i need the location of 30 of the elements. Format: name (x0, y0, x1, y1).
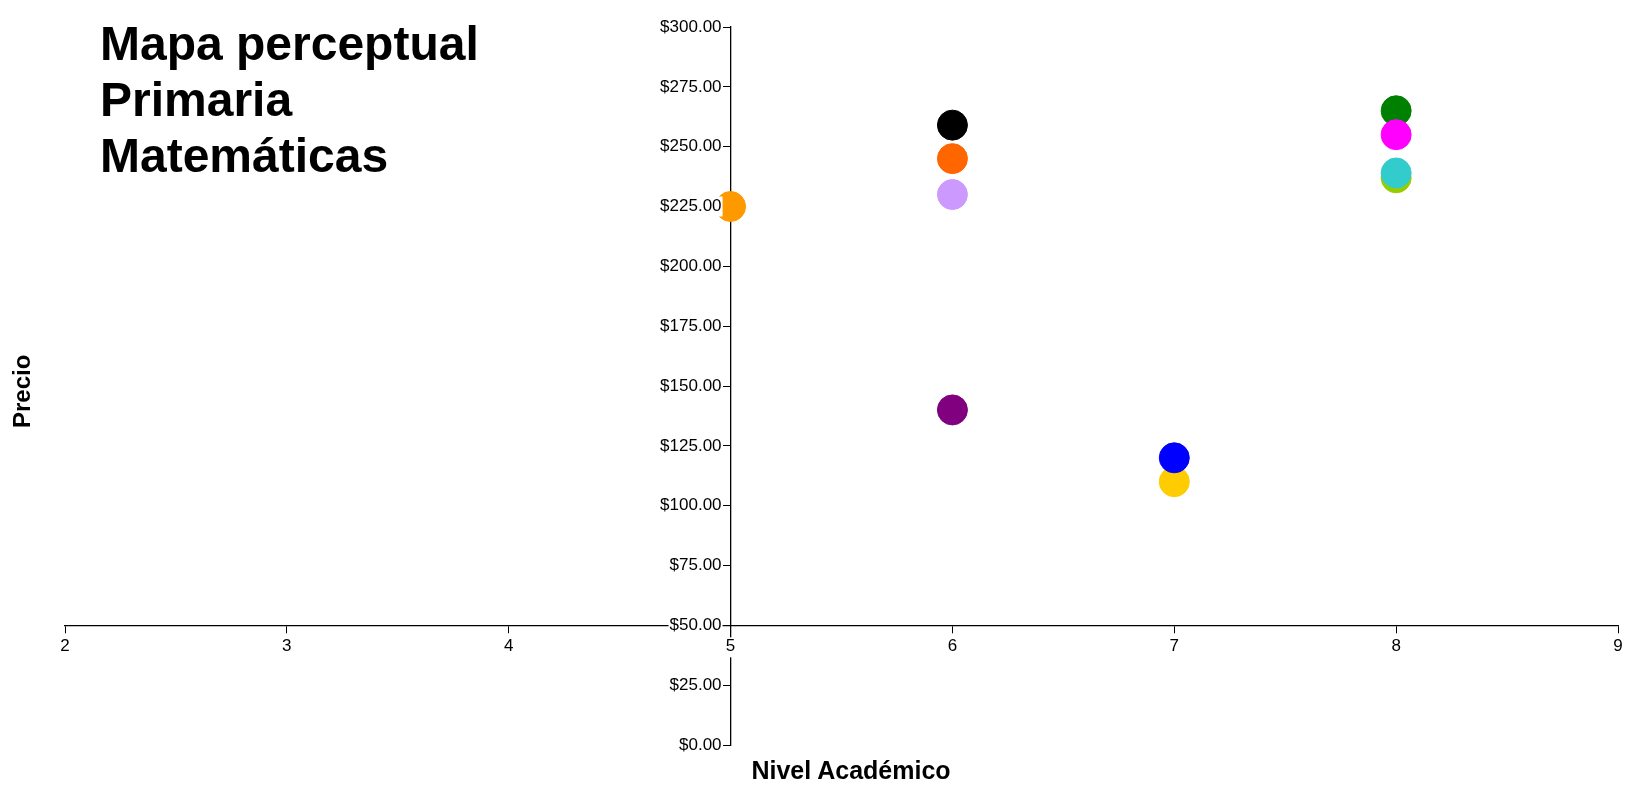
point (936, 179, 968, 211)
y-axis-title: Precio (8, 354, 36, 428)
point (936, 143, 968, 175)
point (936, 109, 968, 141)
text: Mapa perceptual Primaria Matemáticas (100, 16, 479, 184)
y-tick-label: $50.00 (669, 615, 722, 635)
x-tick-label: 6 (947, 635, 958, 655)
x-tick-label: 5 (725, 635, 736, 655)
y-tick-label: $150.00 (660, 375, 722, 395)
x-tick-label: 7 (1169, 635, 1180, 655)
x-axis-title: Nivel Académico (750, 756, 952, 785)
y-tick-label: $75.00 (669, 555, 722, 575)
y-tick-label: $300.00 (660, 16, 722, 36)
x-tick-label: 8 (1391, 635, 1401, 655)
y-tick-label: $25.00 (669, 674, 722, 694)
x-tick-label: 4 (503, 635, 514, 655)
x-tick-label: 2 (60, 635, 70, 655)
y-tick-label: $0.00 (679, 734, 722, 754)
y-tick-label: $125.00 (660, 435, 722, 455)
x-tick-label: 9 (1613, 635, 1623, 655)
y-tick-label: $200.00 (660, 256, 722, 276)
y-tick-label: $250.00 (660, 136, 722, 156)
point (1380, 119, 1412, 151)
point (936, 394, 968, 426)
y-tick-label: $175.00 (660, 315, 722, 335)
point (1158, 442, 1190, 474)
y-tick-label: $225.00 (660, 196, 722, 216)
x-tick-label: 3 (282, 635, 292, 655)
y-tick-label: $100.00 (660, 495, 722, 515)
y-tick-label: $275.00 (660, 76, 722, 96)
